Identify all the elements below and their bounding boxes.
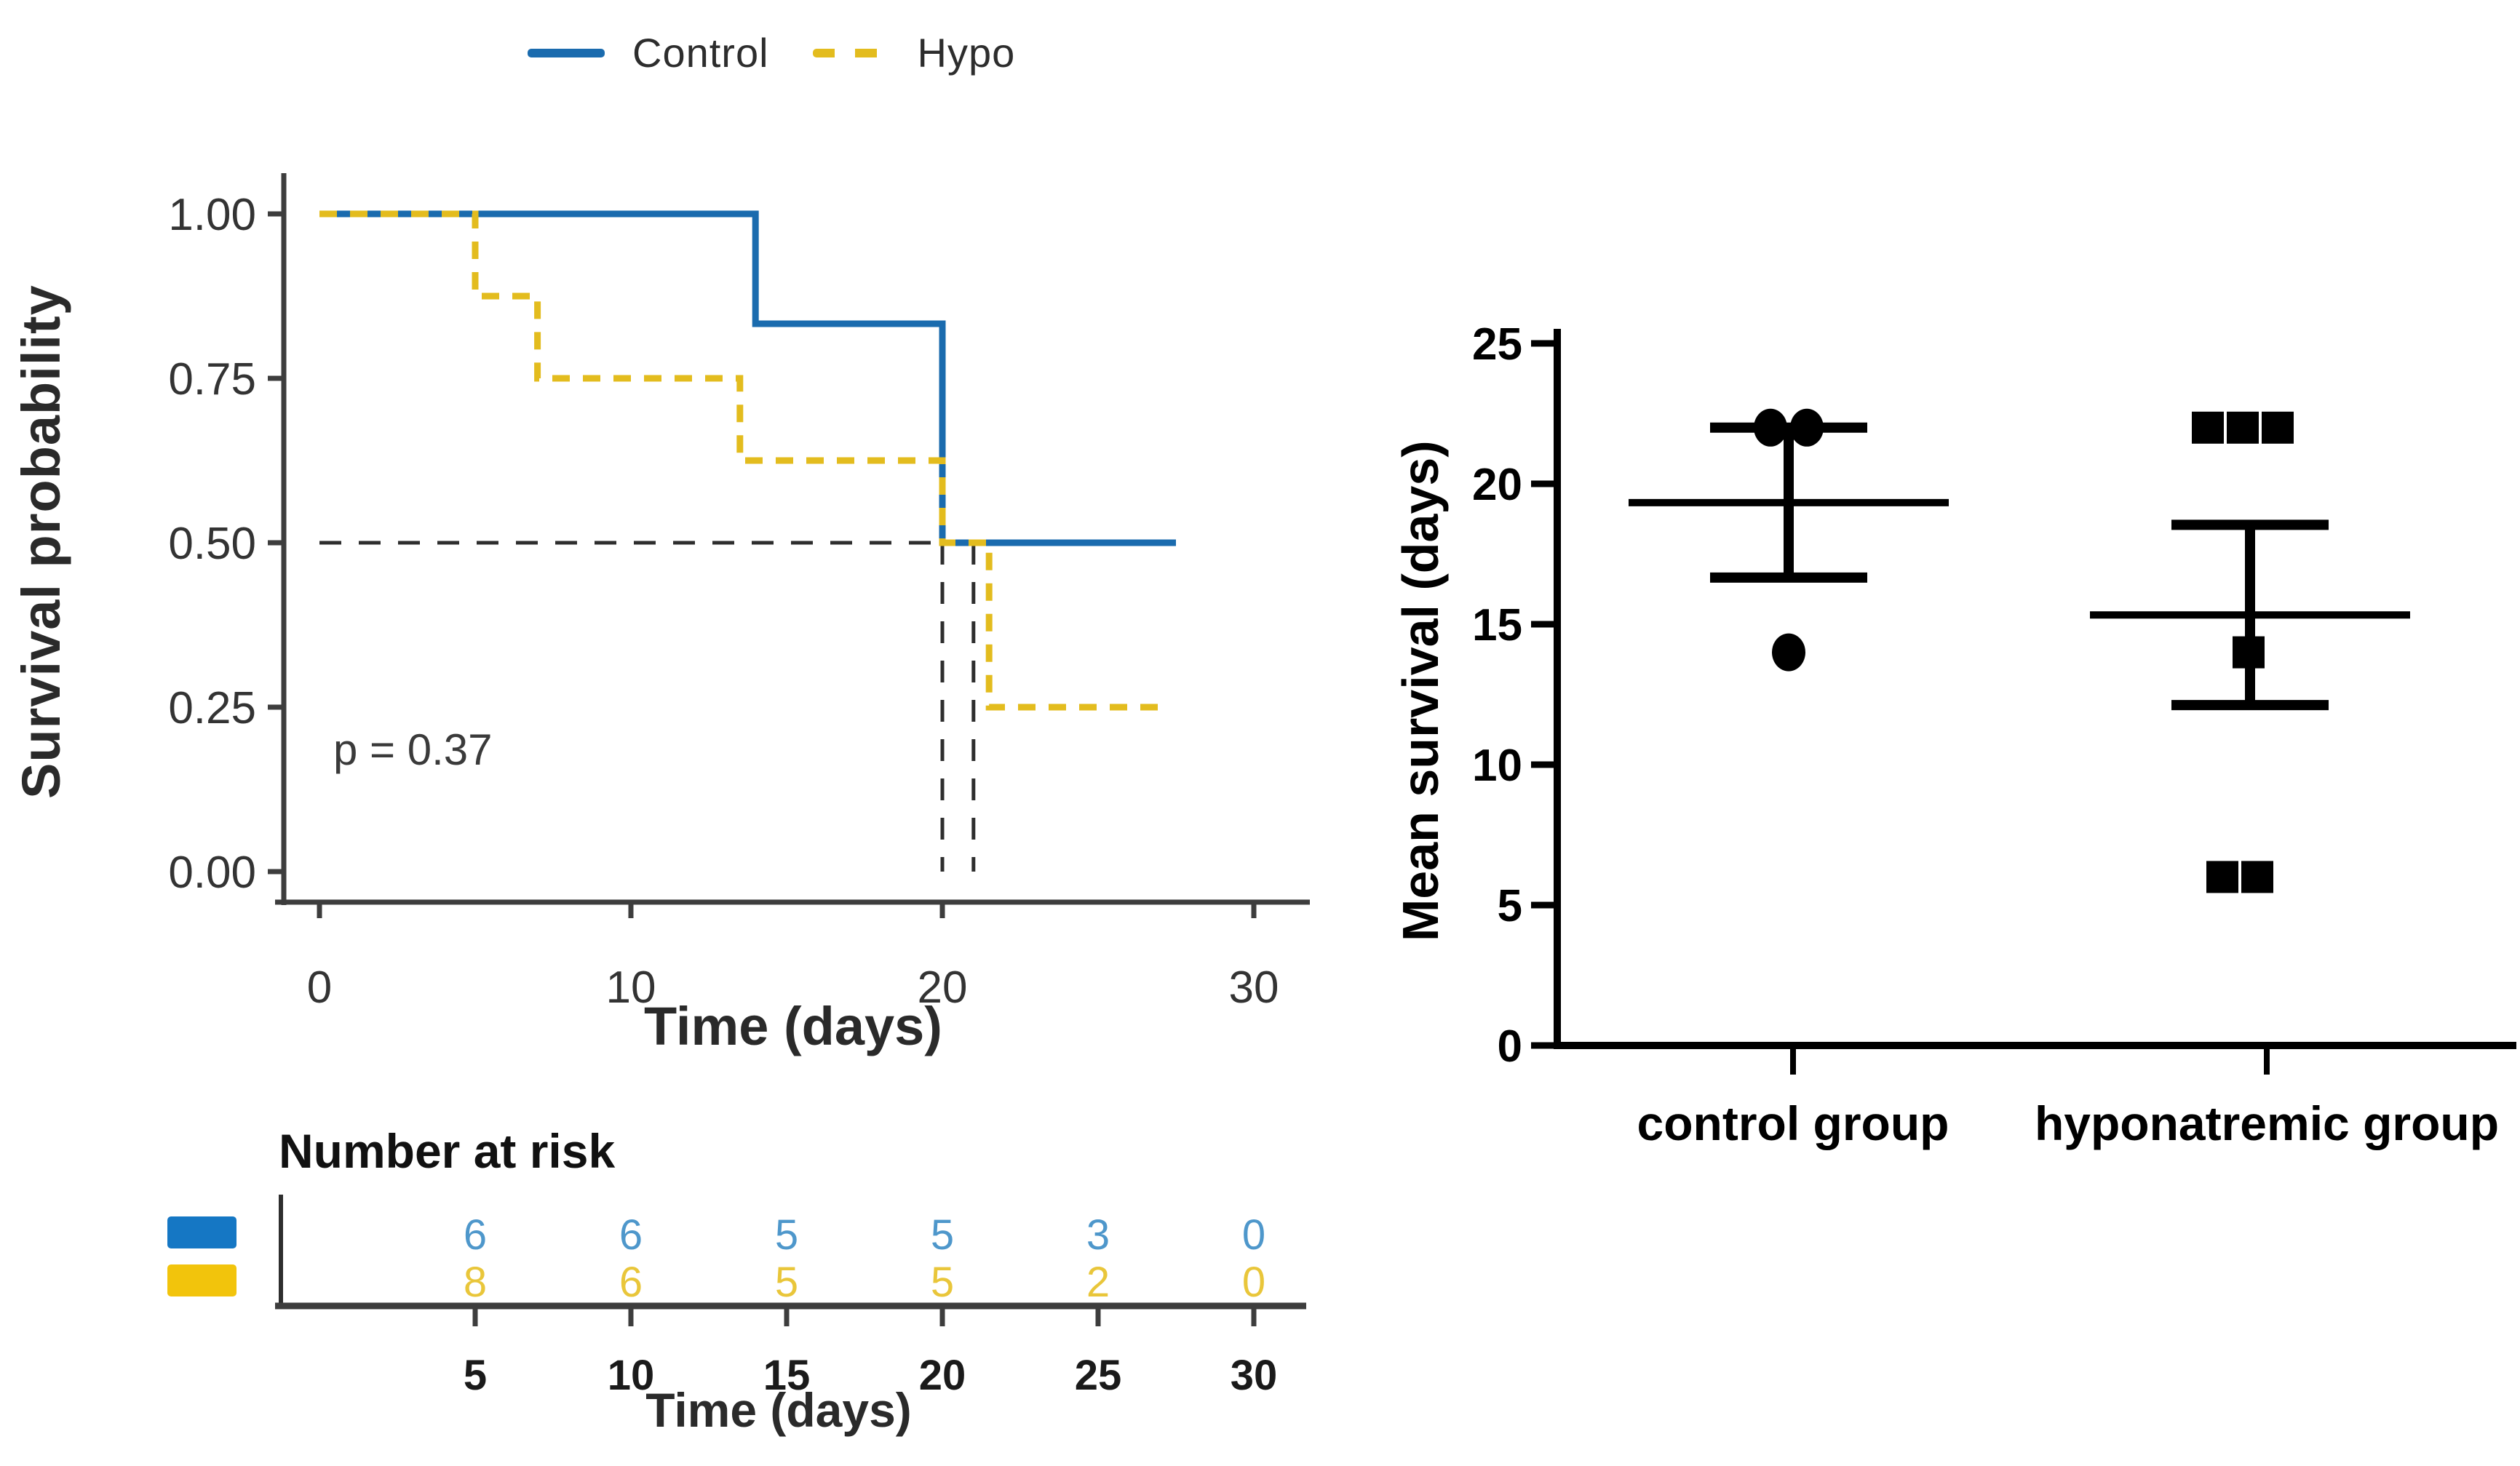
data-point-square xyxy=(2192,411,2224,444)
risk-table-x-axis-title: Time (days) xyxy=(645,1383,912,1437)
scatter-y-tick-label: 10 xyxy=(1472,741,1522,791)
km-legend: Control Hypo xyxy=(528,29,1015,76)
risk-table-tick-label: 20 xyxy=(919,1352,966,1399)
risk-count: 5 xyxy=(775,1211,798,1259)
km-y-axis-title: Survival probability xyxy=(11,284,71,800)
data-point-circle xyxy=(1754,408,1787,447)
scatter-y-axis-title: Mean survival (days) xyxy=(1392,440,1449,942)
data-point-square xyxy=(2233,636,2265,669)
risk-count: 2 xyxy=(1086,1259,1110,1306)
legend-item-hypo: Hypo xyxy=(812,29,1016,76)
data-point-circle xyxy=(1772,633,1805,672)
risk-count: 6 xyxy=(464,1211,487,1259)
scatter-y-tick-label: 0 xyxy=(1498,1021,1522,1072)
data-point-square xyxy=(2206,861,2238,893)
risk-table-tick-label: 15 xyxy=(763,1352,811,1399)
risk-count: 6 xyxy=(619,1211,643,1259)
km-y-tick-label: 1.00 xyxy=(168,190,256,240)
data-point-square xyxy=(2262,411,2294,444)
risk-count: 0 xyxy=(1242,1211,1265,1259)
risk-count: 6 xyxy=(619,1259,643,1306)
km-x-tick-label: 20 xyxy=(918,963,968,1013)
risk-row-swatch-hypo xyxy=(167,1264,237,1296)
km-x-tick-label: 10 xyxy=(606,963,656,1013)
km-x-tick-label: 30 xyxy=(1229,963,1279,1013)
km-y-tick-label: 0.25 xyxy=(168,683,256,733)
scatter-y-tick-label: 25 xyxy=(1472,319,1522,370)
km-x-axis-title: Time (days) xyxy=(644,996,942,1056)
risk-count: 8 xyxy=(464,1259,487,1306)
risk-count: 5 xyxy=(931,1259,954,1306)
scatter-y-tick-label: 15 xyxy=(1472,600,1522,650)
scatter-group-label-control: control group xyxy=(1637,1096,1949,1150)
legend-label-control: Control xyxy=(632,30,769,76)
hypo-dashed-line-swatch-icon xyxy=(812,48,890,57)
risk-count: 0 xyxy=(1242,1259,1265,1306)
km-curve-control xyxy=(319,210,1176,546)
risk-table-tick-label: 25 xyxy=(1075,1352,1122,1399)
risk-count: 3 xyxy=(1086,1211,1110,1259)
km-y-tick-label: 0.50 xyxy=(168,519,256,569)
risk-table-tick-label: 10 xyxy=(608,1352,655,1399)
risk-count: 5 xyxy=(931,1211,954,1259)
km-p-value: p = 0.37 xyxy=(333,725,493,774)
risk-table-tick-label: 5 xyxy=(464,1352,487,1399)
data-point-square xyxy=(2241,861,2273,893)
legend-label-hypo: Hypo xyxy=(917,30,1016,76)
risk-table-title: Number at risk xyxy=(279,1124,616,1178)
risk-count: 5 xyxy=(775,1259,798,1306)
km-curve-hypo xyxy=(319,210,1161,711)
scatter-y-tick-label: 5 xyxy=(1498,881,1522,931)
risk-row-swatch-control xyxy=(167,1216,237,1248)
control-line-swatch-icon xyxy=(528,48,605,57)
scatter-y-tick-label: 20 xyxy=(1472,460,1522,510)
risk-table-tick-label: 30 xyxy=(1231,1352,1278,1399)
scatter-group-label-hyponatremic: hyponatremic group xyxy=(2034,1096,2500,1150)
km-y-tick-label: 0.75 xyxy=(168,354,256,405)
data-point-square xyxy=(2227,411,2259,444)
data-point-circle xyxy=(1790,408,1824,447)
km-y-tick-label: 0.00 xyxy=(168,848,256,898)
km-x-tick-label: 0 xyxy=(307,963,332,1013)
legend-item-control: Control xyxy=(528,29,769,76)
